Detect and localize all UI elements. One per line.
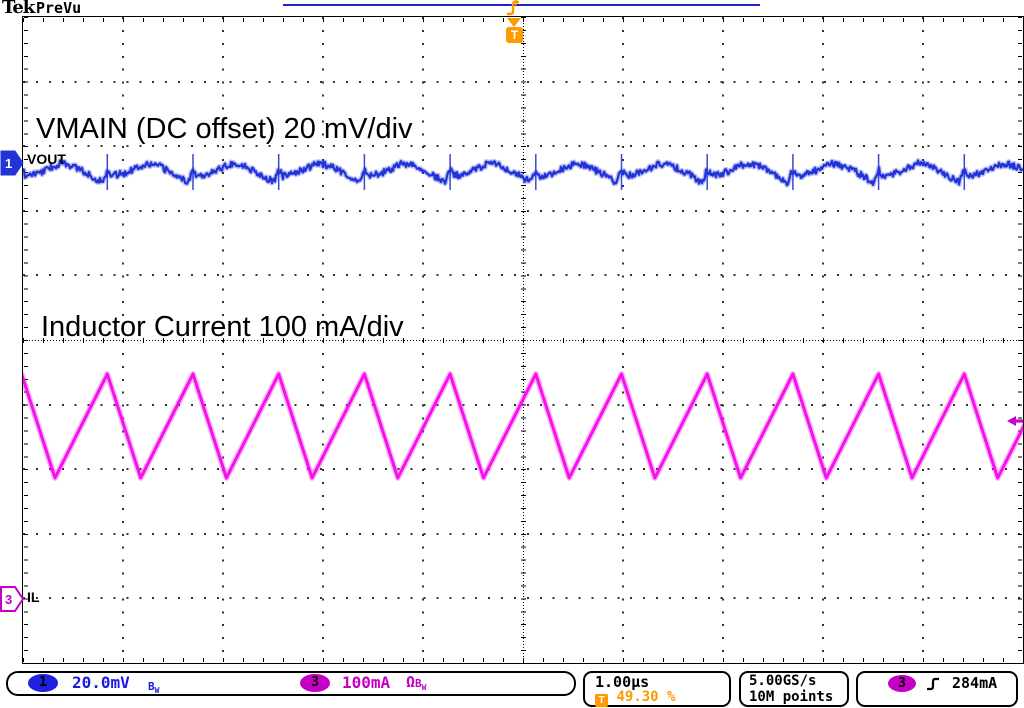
trigger-position-marker: T	[506, 27, 523, 43]
record-length-readout: 10M points	[749, 689, 834, 705]
trigger-position-readout: T 49.30 %	[595, 689, 675, 707]
graticule: T VMAIN (DC offset) 20 mV/div Inductor C…	[22, 16, 1024, 664]
ch1-ref-label: VOUT	[27, 151, 66, 167]
trigger-box: 3 284mA	[856, 671, 1018, 707]
acquisition-box: 5.00GS/s 10M points	[739, 671, 849, 707]
svg-text:1: 1	[5, 156, 12, 171]
channel-readout-pill: 1 20.0mV BW 3 100mA ΩBW	[6, 671, 576, 696]
ch3-scale-readout: 100mA	[342, 673, 391, 692]
waveform-area	[23, 154, 1023, 481]
ch3-coupling-readout: ΩBW	[406, 673, 427, 692]
sample-rate-readout: 5.00GS/s	[749, 673, 817, 689]
ch1-scale-readout: 20.0mV	[72, 673, 130, 692]
ch3-ref-label: IL	[27, 589, 40, 605]
brand-logo: Tek	[2, 0, 35, 18]
trigger-source-badge: 3	[888, 675, 916, 692]
trigger-edge-icon	[927, 677, 939, 691]
trigger-level-readout: 284mA	[952, 674, 998, 692]
trigger-position-arrow-icon	[507, 18, 521, 27]
ch1-position-marker: 1	[0, 150, 24, 176]
timebase-readout: 1.00μs	[595, 673, 650, 691]
ch1-badge: 1	[28, 674, 58, 692]
trigger-slope-icon	[507, 0, 520, 16]
ch1-bandwidth-icon: BW	[148, 680, 160, 695]
record-view-bar	[283, 4, 760, 6]
ch3-badge: 3	[300, 674, 330, 692]
trigger-t-icon: T	[595, 694, 608, 707]
acquisition-mode-label: PreVu	[36, 0, 82, 17]
timebase-box: 1.00μs T 49.30 %	[583, 671, 731, 707]
ch3-position-marker: 3	[0, 586, 24, 612]
ch1-annotation: VMAIN (DC offset) 20 mV/div	[36, 113, 413, 145]
trigger-level-arrow-icon	[1007, 416, 1023, 426]
ch3-annotation: Inductor Current 100 mA/div	[41, 311, 404, 343]
svg-text:3: 3	[5, 592, 12, 607]
